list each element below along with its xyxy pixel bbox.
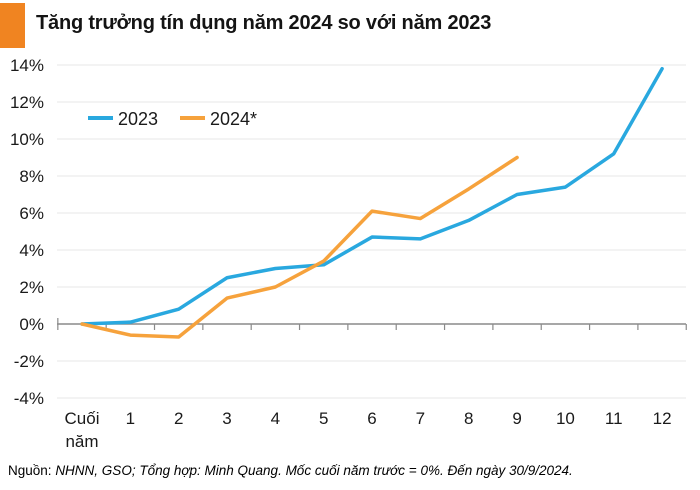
series-line-2024 [80, 155, 519, 339]
x-axis-category-label: 4 [271, 409, 280, 428]
source-label: Nguồn: [8, 463, 52, 478]
y-axis-tick-label: -2% [14, 352, 44, 371]
y-axis-tick-label: 14% [10, 56, 44, 75]
legend-label-2023: 2023 [118, 109, 158, 129]
title-accent-square [0, 3, 25, 48]
y-axis-tick-label: 10% [10, 130, 44, 149]
x-axis-category-label: Cuối năm [65, 409, 100, 451]
x-axis-category-label: 2 [174, 409, 183, 428]
x-axis-category-label: 3 [222, 409, 231, 428]
y-axis-tick-label: 8% [19, 167, 44, 186]
x-axis-category-label: 5 [319, 409, 328, 428]
y-axis-tick-label: 0% [19, 315, 44, 334]
y-axis-tick-label: 6% [19, 204, 44, 223]
x-axis-category-label: 8 [464, 409, 473, 428]
y-axis-tick-label: -4% [14, 389, 44, 408]
y-axis-tick-label: 4% [19, 241, 44, 260]
y-axis-tick-label: 12% [10, 93, 44, 112]
series-line-2023 [80, 66, 664, 326]
legend-label-2024: 2024* [210, 109, 257, 129]
x-axis-category-label: 6 [367, 409, 376, 428]
y-axis-tick-label: 2% [19, 278, 44, 297]
source-note: Nguồn: NHNN, GSO; Tổng hợp: Minh Quang. … [8, 463, 573, 478]
x-axis-category-label: 7 [416, 409, 425, 428]
x-axis-category-label: 10 [556, 409, 575, 428]
x-axis-category-label: 1 [126, 409, 135, 428]
page-title: Tăng trưởng tín dụng năm 2024 so với năm… [36, 12, 492, 34]
x-axis-category-label: 12 [653, 409, 672, 428]
x-axis-category-label: 9 [512, 409, 521, 428]
source-text: NHNN, GSO; Tổng hợp: Minh Quang. Mốc cuố… [55, 463, 573, 478]
x-axis-category-label: 11 [605, 409, 623, 428]
